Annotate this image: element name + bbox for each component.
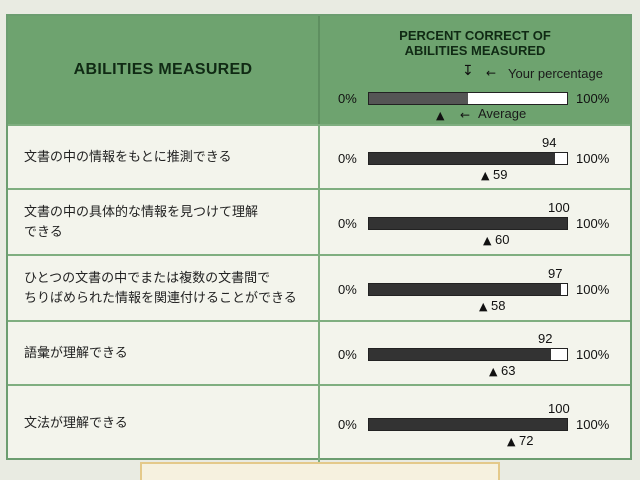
scale-max-label: 100% xyxy=(576,347,610,362)
table-row: ひとつの文書の中でまたは複数の文書間でちりばめられた情報を関連付けることができる… xyxy=(8,254,630,322)
score-bar-fill xyxy=(369,419,567,430)
score-bar xyxy=(368,418,568,431)
ability-cell xyxy=(8,322,320,386)
average-marker-icon: ▲ xyxy=(479,300,488,313)
scale-min-label: 0% xyxy=(338,151,357,166)
your-score-value: 100 xyxy=(548,200,570,215)
score-report-card: ABILITIES MEASURED PERCENT CORRECT OF AB… xyxy=(6,14,632,462)
scale-max-label: 100% xyxy=(576,417,610,432)
scale-min-label: 0% xyxy=(338,347,357,362)
bottom-box-edge xyxy=(140,462,500,480)
score-bar xyxy=(368,283,568,296)
your-percentage-label: Your percentage xyxy=(508,66,603,81)
score-bar-fill xyxy=(369,349,552,360)
ability-description: 文書の中の情報をもとに推測できる xyxy=(24,148,231,168)
table-row: 語彙が理解できる 0% 100% 92 ▲ 63 xyxy=(8,320,630,386)
percent-title-line2: ABILITIES MEASURED xyxy=(404,43,546,58)
ability-cell xyxy=(8,126,320,190)
ability-line2: できる xyxy=(24,225,63,240)
average-score-value: 59 xyxy=(493,167,508,182)
ability-description: 語彙が理解できる xyxy=(24,344,128,364)
ability-line1: 語彙が理解できる xyxy=(24,346,128,361)
legend-bar-fill xyxy=(369,93,468,104)
left-arrow-icon: ← xyxy=(460,108,471,122)
down-arrow-icon: ↧ xyxy=(462,63,474,79)
ability-description: 文法が理解できる xyxy=(24,414,128,434)
ability-cell xyxy=(8,190,320,256)
scale-max-label: 100% xyxy=(576,151,610,166)
percent-title-line1: PERCENT CORRECT OF xyxy=(399,28,551,43)
average-marker-icon: ▲ xyxy=(507,435,516,448)
score-bar xyxy=(368,217,568,230)
legend-max-label: 100% xyxy=(576,91,610,106)
scale-min-label: 0% xyxy=(338,417,357,432)
scale-max-label: 100% xyxy=(576,216,610,231)
score-bar-fill xyxy=(369,284,562,295)
average-marker-icon: ▲ xyxy=(489,365,498,378)
your-score-value: 100 xyxy=(548,401,570,416)
average-marker-icon: ▲ xyxy=(436,109,445,122)
ability-cell xyxy=(8,256,320,322)
ability-description: ひとつの文書の中でまたは複数の文書間でちりばめられた情報を関連付けることができる xyxy=(24,269,297,309)
percent-correct-title: PERCENT CORRECT OF ABILITIES MEASURED xyxy=(320,28,630,58)
scale-max-label: 100% xyxy=(576,282,610,297)
ability-line1: 文書の中の情報をもとに推測できる xyxy=(24,150,232,165)
ability-cell xyxy=(8,386,320,462)
scale-min-label: 0% xyxy=(338,216,357,231)
abilities-header-cell: ABILITIES MEASURED xyxy=(8,16,320,124)
table-row: 文法が理解できる 0% 100% 100 ▲ 72 xyxy=(8,384,630,462)
legend-bar xyxy=(368,92,568,105)
abilities-measured-title: ABILITIES MEASURED xyxy=(73,61,253,78)
scale-min-label: 0% xyxy=(338,282,357,297)
left-arrow-icon: ← xyxy=(486,66,497,80)
table-row: 文書の中の情報をもとに推測できる 0% 100% 94 ▲ 59 xyxy=(8,124,630,190)
ability-line2: ちりばめられた情報を関連付けることができる xyxy=(24,291,297,306)
ability-line1: 文法が理解できる xyxy=(24,416,128,431)
legend-min-label: 0% xyxy=(338,91,357,106)
average-label: Average xyxy=(478,106,527,121)
score-bar-fill xyxy=(369,218,567,229)
average-score-value: 60 xyxy=(495,232,510,247)
average-score-value: 72 xyxy=(519,433,534,448)
table-row: 文書の中の具体的な情報を見つけて理解 できる 0% 100% 100 ▲ 60 xyxy=(8,188,630,256)
table-header: ABILITIES MEASURED PERCENT CORRECT OF AB… xyxy=(8,16,630,126)
average-score-value: 63 xyxy=(501,363,516,378)
average-score-value: 58 xyxy=(491,298,506,313)
score-bar-fill xyxy=(369,153,556,164)
ability-description: 文書の中の具体的な情報を見つけて理解 できる xyxy=(24,203,258,243)
average-marker-icon: ▲ xyxy=(483,234,492,247)
score-bar xyxy=(368,152,568,165)
your-score-value: 97 xyxy=(548,266,563,281)
ability-line1: ひとつの文書の中でまたは複数の文書間で xyxy=(24,271,271,286)
score-bar xyxy=(368,348,568,361)
ability-line1: 文書の中の具体的な情報を見つけて理解 xyxy=(24,205,259,220)
your-score-value: 92 xyxy=(538,331,553,346)
your-score-value: 94 xyxy=(542,135,557,150)
average-marker-icon: ▲ xyxy=(481,169,490,182)
